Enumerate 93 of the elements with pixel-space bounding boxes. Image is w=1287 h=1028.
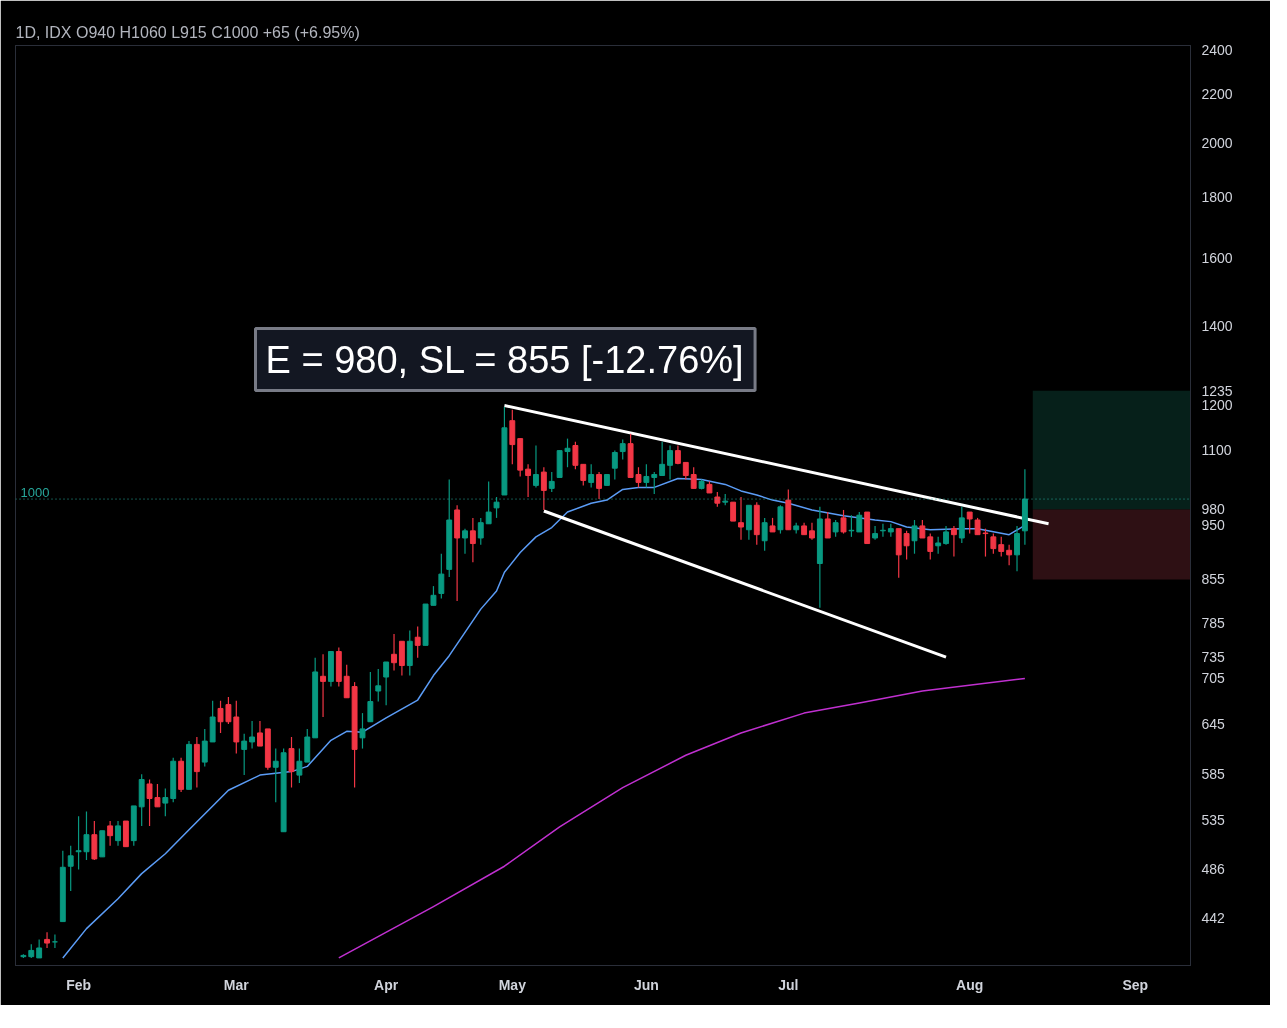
- line-series: [338, 677, 1026, 959]
- candlestick: [927, 532, 934, 561]
- y-tick-label: 785: [1201, 615, 1226, 632]
- y-tick-label: 2400: [1201, 41, 1233, 58]
- candlestick: [115, 820, 121, 847]
- ref-line-label: 1000: [20, 485, 50, 501]
- candlestick: [485, 480, 492, 525]
- candlestick: [777, 504, 784, 535]
- candlestick: [272, 747, 279, 803]
- y-tick-label: 1400: [1201, 318, 1233, 335]
- y-tick-label: 486: [1201, 861, 1226, 878]
- candlestick: [872, 525, 879, 541]
- candlestick: [950, 525, 957, 558]
- x-tick-label: Apr: [374, 976, 399, 993]
- candlestick: [67, 845, 74, 892]
- candlestick: [540, 466, 547, 511]
- candlestick: [533, 444, 539, 488]
- candlestick: [588, 463, 595, 488]
- candlestick: [659, 441, 666, 477]
- candlestick: [943, 525, 949, 546]
- y-tick-label: 2200: [1201, 86, 1233, 103]
- candlestick: [525, 463, 532, 498]
- candlestick: [375, 668, 382, 703]
- candlestick: [998, 536, 1005, 558]
- y-tick-label: 585: [1201, 766, 1226, 783]
- candlestick: [288, 736, 295, 789]
- y-tick-label: 1600: [1201, 249, 1233, 266]
- candlestick: [761, 517, 768, 552]
- candlestick: [320, 653, 326, 718]
- candlestick: [383, 661, 390, 706]
- candlestick: [911, 519, 918, 555]
- candlestick: [1014, 525, 1020, 572]
- x-tick-label: May: [498, 976, 527, 993]
- candlestick: [840, 509, 847, 535]
- y-tick-label: 2000: [1201, 135, 1233, 152]
- candlestick: [391, 633, 397, 672]
- y-tick-label: 1235: [1201, 382, 1233, 399]
- candlestick: [201, 728, 208, 767]
- candlestick: [367, 671, 374, 723]
- candlestick: [414, 625, 421, 659]
- y-tick-label: 1800: [1201, 189, 1233, 206]
- y-tick-label: 705: [1201, 670, 1226, 687]
- candlestick: [469, 517, 476, 563]
- x-tick-label: Jul: [778, 976, 799, 993]
- y-tick-label: 442: [1201, 910, 1226, 927]
- candlestick: [249, 720, 256, 750]
- candlestick: [51, 934, 58, 949]
- candlestick: [619, 438, 626, 461]
- y-tick-label: 735: [1201, 649, 1226, 666]
- y-tick-label: 535: [1201, 812, 1226, 829]
- candlestick: [296, 747, 303, 784]
- y-tick-label: 645: [1201, 716, 1226, 733]
- y-tick-label: 1100: [1201, 442, 1232, 459]
- candlestick: [477, 517, 484, 546]
- candlestick: [596, 471, 602, 500]
- x-tick-label: Aug: [956, 976, 984, 993]
- y-tick-label: 950: [1201, 517, 1226, 534]
- candlestick: [1006, 544, 1013, 566]
- chart-title: 1D, IDX O940 H1060 L915 C1000 +65 (+6.95%): [15, 23, 360, 41]
- candlestick: [36, 938, 43, 959]
- x-tick-label: Sep: [1122, 976, 1149, 993]
- y-tick-label: 1200: [1201, 397, 1233, 414]
- candlestick: [572, 441, 579, 470]
- y-tick-label: 980: [1201, 501, 1226, 518]
- candlestick: [990, 532, 997, 555]
- candlestick: [903, 530, 910, 561]
- y-tick-label: 855: [1201, 571, 1226, 588]
- candlestick: [107, 820, 114, 847]
- candlestick: [730, 501, 737, 522]
- candlestick: [462, 528, 468, 555]
- candlestick: [162, 787, 169, 817]
- candlestick: [509, 409, 516, 465]
- candlestick: [824, 511, 831, 539]
- candlestick: [359, 712, 366, 750]
- candlestick: [667, 444, 673, 481]
- candlestick: [651, 471, 658, 495]
- x-tick-label: Jun: [633, 976, 659, 993]
- candlestick: [966, 511, 973, 535]
- candlestick: [738, 496, 744, 541]
- x-tick-label: Mar: [223, 976, 250, 993]
- candlestick: [493, 496, 500, 519]
- candlestick: [44, 931, 50, 949]
- candlestick: [611, 450, 618, 481]
- candlestick: [241, 733, 248, 776]
- candlestick: [580, 463, 587, 486]
- candlestick: [643, 463, 650, 488]
- candlestick: [257, 720, 263, 747]
- x-tick-label: Feb: [66, 976, 92, 993]
- candlestick: [548, 471, 555, 493]
- candlestick: [690, 466, 697, 490]
- annotation: E = 980, SL = 855 [-12.76%]: [265, 338, 744, 381]
- candlestick: [438, 553, 445, 600]
- candlestick: [958, 506, 965, 544]
